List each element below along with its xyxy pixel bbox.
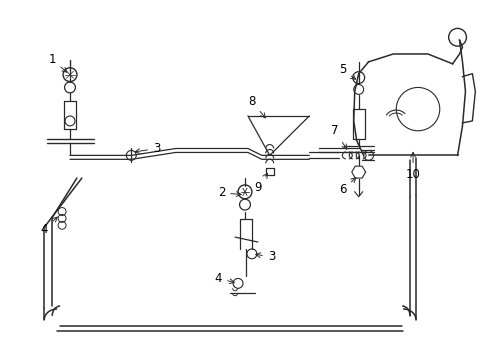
Text: 5: 5 — [339, 63, 355, 79]
Text: 2: 2 — [217, 186, 241, 199]
Text: 3: 3 — [135, 142, 160, 155]
Text: 3: 3 — [255, 250, 275, 263]
Text: 4: 4 — [214, 272, 234, 285]
Text: 4: 4 — [41, 217, 57, 236]
Text: 6: 6 — [338, 178, 355, 196]
Text: 8: 8 — [248, 95, 265, 118]
Text: 7: 7 — [330, 124, 346, 149]
Text: 1: 1 — [48, 53, 67, 72]
Text: 10: 10 — [405, 152, 420, 181]
Text: 9: 9 — [254, 174, 267, 194]
